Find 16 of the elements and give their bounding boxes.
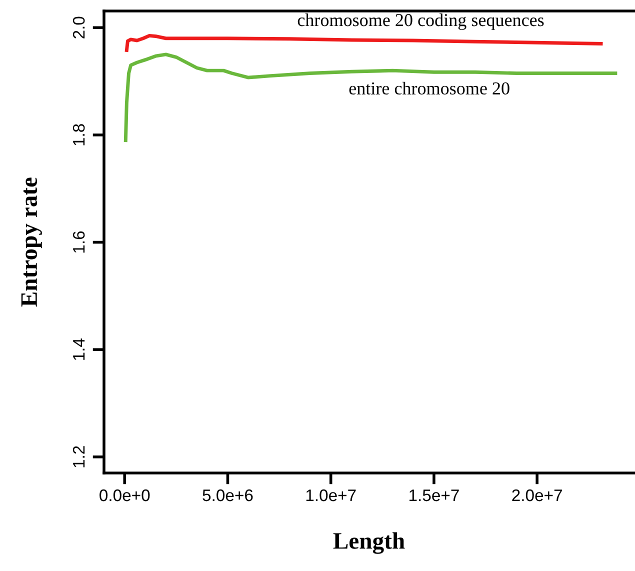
series-label: chromosome 20 coding sequences	[298, 13, 544, 30]
y-tick-label: 1.6	[72, 231, 85, 253]
y-tick-label: 1.2	[72, 446, 85, 468]
x-axis-title: Length	[333, 532, 405, 554]
x-tick-label: 5.0e+6	[202, 489, 253, 502]
line-series	[124, 52, 618, 142]
x-tick-label: 1.5e+7	[410, 490, 459, 502]
x-tick-label: 2.0e+7	[512, 489, 562, 502]
series-label: entire chromosome 20	[349, 82, 510, 95]
y-tick-label: 1.4	[73, 338, 85, 360]
y-axis-title: Entropy rate	[21, 178, 42, 307]
x-tick-label: 0.0e+0	[100, 489, 150, 502]
y-tick-label: 2.0	[72, 16, 85, 38]
line-series	[124, 34, 603, 52]
y-tick-label: 1.8	[72, 124, 85, 146]
x-tick-label: 1.0e+7	[306, 489, 356, 502]
